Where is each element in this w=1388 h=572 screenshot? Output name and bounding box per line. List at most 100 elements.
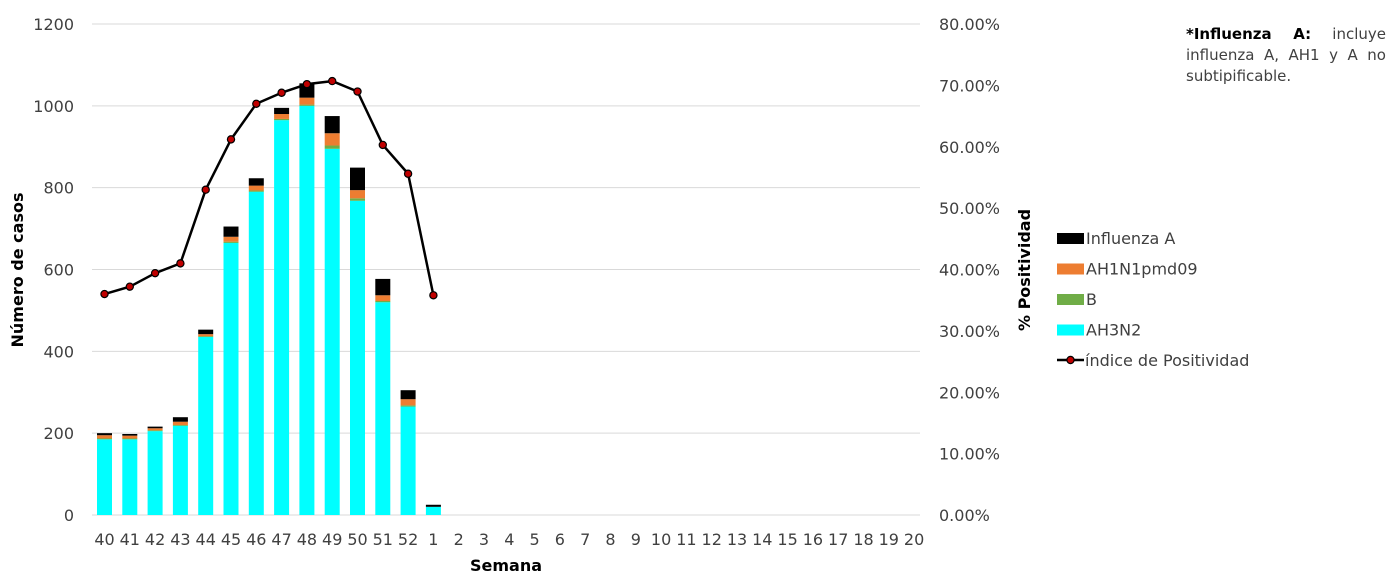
- positivity-point: [429, 291, 438, 300]
- positivity-point: [201, 185, 210, 194]
- x-tick-label: 6: [555, 530, 565, 549]
- y2-tick-label: 70.00%: [939, 76, 1000, 95]
- bar-segment: [425, 504, 441, 507]
- y2-axis-ticks: 0.00% 10.00% 20.00% 30.00% 40.00% 50.00% 60.00…: [939, 15, 1000, 525]
- x-tick-label: 11: [676, 530, 696, 549]
- bar-segment: [299, 97, 315, 105]
- bar-segment: [122, 438, 138, 440]
- x-tick-label: 43: [170, 530, 190, 549]
- bar-segment: [274, 120, 290, 515]
- positivity-line-path: [104, 79, 435, 296]
- bar-segment: [97, 439, 112, 515]
- bar-segment: [324, 148, 340, 515]
- legend-swatch: [1057, 233, 1084, 244]
- bar-segment: [248, 191, 264, 515]
- bar-segment: [97, 433, 112, 436]
- x-tick-label: 50: [347, 530, 367, 549]
- bar-segment: [400, 399, 416, 406]
- y2-tick-label: 40.00%: [939, 261, 1000, 280]
- y2-tick-label: 30.00%: [939, 322, 1000, 341]
- bar-segment: [248, 190, 264, 192]
- positivity-point: [150, 268, 160, 278]
- x-axis-title: Semana: [470, 556, 542, 572]
- bar-segment: [425, 506, 441, 515]
- x-tick-label: 48: [297, 530, 317, 549]
- bar-segment: [172, 417, 188, 422]
- legend-label: AH3N2: [1086, 321, 1141, 340]
- bar-segment: [299, 105, 315, 515]
- x-tick-label: 17: [828, 530, 848, 549]
- x-tick-label: 42: [145, 530, 165, 549]
- y2-tick-label: 50.00%: [939, 199, 1000, 218]
- bar-segment: [375, 278, 391, 296]
- y-tick-label: 1200: [33, 15, 74, 34]
- bar-segment: [97, 435, 112, 439]
- bar-segment: [147, 426, 163, 429]
- y2-tick-label: 20.00%: [939, 383, 1000, 402]
- y-tick-label: 400: [43, 342, 74, 361]
- x-tick-label: 18: [853, 530, 873, 549]
- y-tick-label: 1000: [33, 97, 74, 116]
- legend-marker: [1066, 355, 1075, 365]
- bar-segment: [248, 185, 264, 191]
- bar-segment: [324, 116, 340, 134]
- bar-segment: [122, 439, 138, 515]
- positivity-point: [100, 289, 109, 299]
- legend-swatch: [1057, 294, 1084, 305]
- x-tick-label: 47: [271, 530, 291, 549]
- x-tick-label: 2: [454, 530, 464, 549]
- bar-segment: [147, 428, 163, 431]
- y-axis-ticks: 0 200 400 600 800 1000 1200: [33, 15, 74, 525]
- legend-swatch: [1057, 263, 1084, 275]
- legend-label: Influenza A: [1086, 229, 1175, 248]
- x-tick-label: 9: [631, 530, 641, 549]
- bar-segment: [375, 301, 391, 303]
- bar-segment: [350, 198, 365, 201]
- x-tick-label: 52: [398, 530, 418, 549]
- bar-segment: [400, 390, 416, 400]
- positivity-point: [226, 135, 236, 144]
- x-tick-label: 51: [373, 530, 393, 549]
- bar-segment: [375, 295, 391, 302]
- bar-segment: [147, 430, 163, 432]
- bar-segment: [400, 406, 416, 515]
- bar-segment: [172, 421, 188, 425]
- bar-segment: [350, 200, 365, 515]
- positivity-point: [277, 88, 286, 97]
- y2-tick-label: 80.00%: [939, 15, 1000, 34]
- bar-segment: [147, 431, 163, 515]
- x-tick-label: 16: [803, 530, 823, 549]
- x-tick-label: 49: [322, 530, 342, 549]
- x-tick-label: 20: [904, 530, 924, 549]
- x-tick-label: 46: [246, 530, 266, 549]
- positivity-point: [353, 87, 362, 96]
- x-tick-label: 44: [196, 530, 216, 549]
- x-tick-label: 8: [605, 530, 615, 549]
- positivity-point: [328, 76, 337, 86]
- x-tick-label: 4: [504, 530, 514, 549]
- bar-segment: [274, 107, 290, 115]
- legend: Influenza A AH1N1pmd09 B AH3N2 índice de Pos…: [1057, 229, 1249, 370]
- positivity-point: [403, 169, 413, 178]
- x-tick-label: 41: [120, 530, 140, 549]
- x-tick-label: 7: [580, 530, 590, 549]
- x-tick-label: 45: [221, 530, 241, 549]
- influenza-a-note: *Influenza A: incluye influenza A, AH1 y…: [1186, 24, 1386, 87]
- bar-segment: [223, 241, 239, 243]
- x-tick-label: 12: [702, 530, 722, 549]
- note-text: incluye influenza A, AH1 y A no subtipif…: [1186, 25, 1386, 85]
- bar-segment: [172, 425, 188, 515]
- bar-segment: [122, 433, 138, 436]
- x-tick-label: 1: [428, 530, 438, 549]
- bar-segment: [248, 178, 264, 186]
- bar-segment: [350, 190, 365, 199]
- x-tick-label: 13: [727, 530, 747, 549]
- bar-segment: [198, 334, 214, 337]
- y-tick-label: 600: [43, 261, 74, 280]
- y-tick-label: 0: [64, 506, 74, 525]
- y-axis-title: Número de casos: [8, 193, 27, 348]
- positivity-point: [302, 79, 312, 89]
- note-bold: *Influenza A:: [1186, 25, 1312, 43]
- bar-segment: [299, 83, 315, 98]
